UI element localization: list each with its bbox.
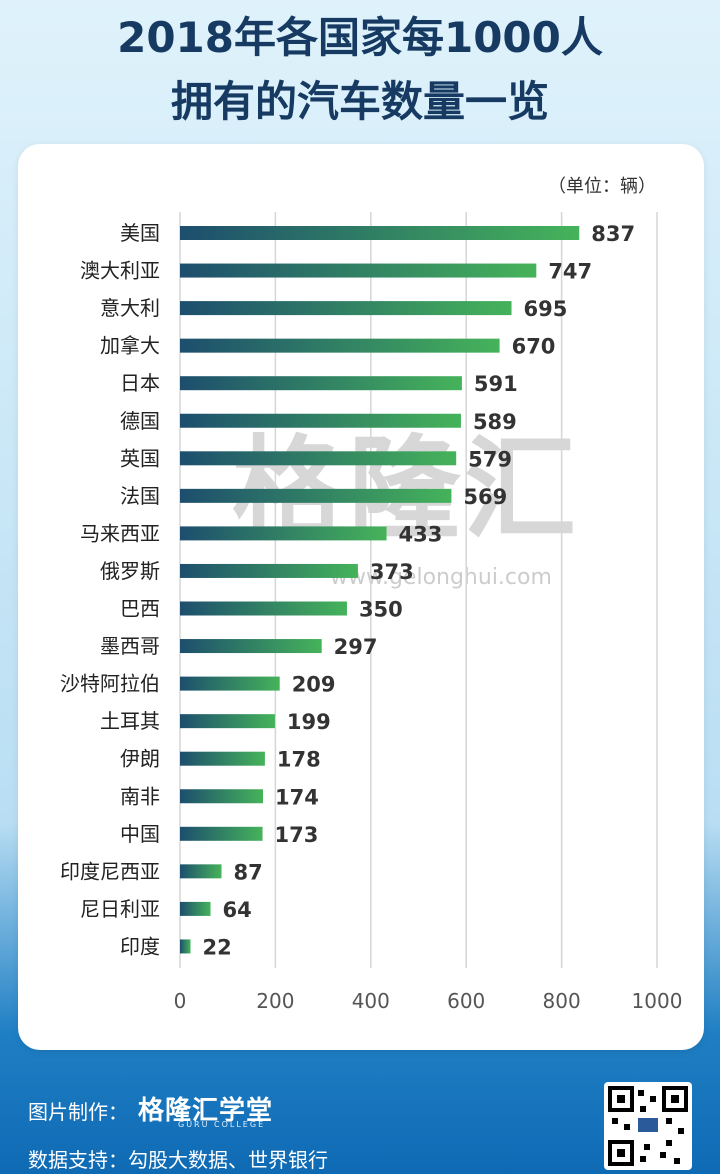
data-label: 695 [524,297,568,321]
data-label: 433 [399,522,443,546]
category-label: 伊朗 [120,747,160,771]
footer-data-source: 数据支持：勾股大数据、世界银行 [28,1148,328,1172]
bar [180,301,512,316]
bar [180,451,457,466]
brand-subtitle: GURU COLLEGE [178,1120,266,1129]
data-label: 569 [463,485,507,509]
title-line-1: 2018年各国家每1000人 [117,13,603,62]
category-label: 法国 [120,484,160,508]
bar [180,939,191,954]
category-label: 澳大利亚 [80,259,160,283]
category-label: 尼日利亚 [80,897,160,921]
category-label: 马来西亚 [80,521,160,545]
category-label: 俄罗斯 [100,559,160,583]
bar [180,714,275,729]
category-label: 美国 [120,221,160,245]
x-tick-label: 400 [352,989,390,1013]
qr-code [604,1082,692,1170]
watermark-url: www.gelonghui.com [330,565,552,590]
bar [180,751,265,766]
category-label: 意大利 [100,296,160,320]
bar [180,563,358,578]
unit-label: （单位：辆） [548,176,656,197]
brand-logo: 格隆汇学堂 [138,1096,274,1126]
chart-card [18,144,704,1050]
data-label: 209 [292,673,336,697]
x-tick-label: 600 [447,989,485,1013]
category-label: 加拿大 [100,334,160,358]
data-label: 174 [275,785,319,809]
bar [180,263,537,278]
data-label: 670 [512,335,556,359]
bar [180,601,347,616]
data-label: 297 [334,635,378,659]
bar [180,488,452,503]
data-label: 837 [591,222,635,246]
data-label: 22 [202,935,231,959]
data-label: 87 [233,860,262,884]
grid-lines [179,212,658,968]
data-label: 747 [548,260,592,284]
bars [180,226,580,954]
data-label: 373 [370,560,414,584]
x-tick-label: 200 [256,989,294,1013]
data-label: 591 [474,372,518,396]
bar [180,226,580,240]
data-label: 589 [473,410,517,434]
category-label: 印度尼西亚 [60,859,160,883]
footer-made-by: 图片制作： 格隆汇学堂 GURU COLLEGE [28,1090,274,1129]
bar [180,676,280,691]
data-label: 64 [223,898,252,922]
bar [180,901,211,916]
bar [180,526,387,541]
category-label: 南非 [120,784,160,808]
data-label: 579 [468,447,512,471]
chart-title: 2018年各国家每1000人 拥有的汽车数量一览 [0,6,720,134]
x-tick-label: 1000 [632,989,683,1013]
category-label: 日本 [120,371,160,395]
category-label: 墨西哥 [100,634,160,658]
title-line-2: 拥有的汽车数量一览 [170,77,549,126]
x-tick-label: 800 [543,989,581,1013]
qr-code-icon [608,1086,688,1166]
bar [180,864,222,879]
data-label: 173 [275,823,319,847]
category-label: 中国 [120,822,160,846]
category-label: 巴西 [120,597,160,621]
bar [180,639,322,654]
bar [180,376,462,391]
labels: 0 200 400 600 800 1000 美国 837 澳大利亚 747 意大利 695 加拿大 67… [60,221,682,1013]
category-label: 沙特阿拉伯 [60,672,160,696]
category-label: 英国 [120,446,160,470]
category-label: 德国 [120,409,160,433]
made-by-label: 图片制作： [28,1100,128,1124]
data-label: 178 [277,748,321,772]
data-label: 199 [287,710,331,734]
data-label: 350 [359,598,403,622]
bar [180,338,500,353]
category-label: 印度 [120,934,160,958]
bar [180,413,461,428]
bar [180,826,263,841]
category-label: 土耳其 [100,709,160,733]
bar [180,789,263,804]
x-tick-label: 0 [174,989,187,1013]
